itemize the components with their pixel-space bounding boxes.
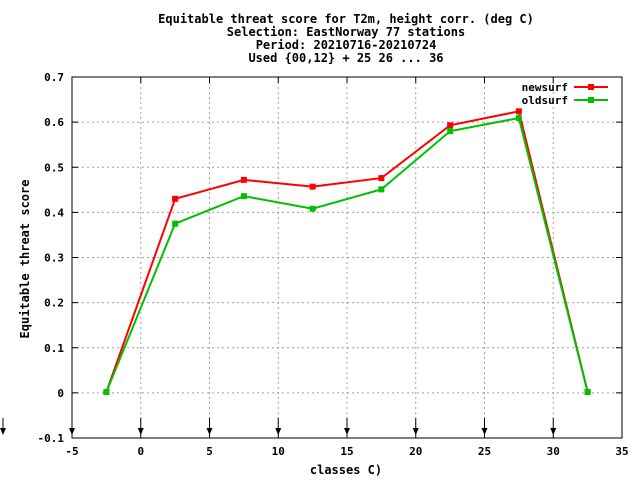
- x-axis-label: classes C): [310, 463, 382, 477]
- title-line-4: Used {00,12} + 25 26 ... 36: [248, 51, 443, 65]
- y-tick-label: 0.5: [44, 161, 64, 174]
- series-point-oldsurf: [515, 115, 522, 122]
- axes: -5 0 5 10 15 20 25 30 35 -0.1 0 0.1 0.2 0.3 0.4 0.5 0.6 0…: [38, 71, 629, 458]
- series-point-oldsurf: [103, 388, 110, 395]
- threshold-arrow-head: [69, 428, 75, 435]
- series-point-newsurf: [447, 122, 454, 129]
- series-point-oldsurf: [447, 128, 454, 135]
- y-tick-label: 0.3: [44, 252, 64, 265]
- x-tick-label: 15: [340, 445, 353, 458]
- legend-marker-newsurf: [588, 84, 594, 90]
- x-tick-label: 0: [137, 445, 144, 458]
- x-tick-label: 35: [615, 445, 628, 458]
- x-tick-label: 5: [206, 445, 213, 458]
- threshold-arrow-head: [206, 428, 213, 435]
- legend-label-newsurf: newsurf: [522, 81, 568, 94]
- series-point-oldsurf: [584, 388, 591, 395]
- series-point-newsurf: [309, 183, 316, 190]
- legend-marker-oldsurf: [588, 97, 594, 103]
- y-tick-label: 0: [57, 387, 64, 400]
- series-line-newsurf: [105, 110, 589, 393]
- series-point-oldsurf: [172, 220, 179, 227]
- series-line-oldsurf: [105, 116, 589, 393]
- series-point-oldsurf: [240, 193, 247, 200]
- y-tick-label: 0.4: [44, 206, 64, 219]
- y-tick-label: 0.6: [44, 116, 64, 129]
- x-tick-label: 25: [478, 445, 491, 458]
- y-axis-label: Equitable threat score: [18, 180, 32, 339]
- y-tick-label: 0.1: [44, 342, 64, 355]
- series-point-newsurf: [172, 195, 179, 202]
- y-tick-label: -0.1: [38, 432, 65, 445]
- x-tick-label: -5: [65, 445, 78, 458]
- threshold-arrow-head: [275, 428, 282, 435]
- series: [103, 108, 591, 395]
- legend-label-oldsurf: oldsurf: [522, 94, 568, 107]
- chart-title: Equitable threat score for T2m, height c…: [158, 12, 534, 65]
- title-line-3: Period: 20210716-20210724: [256, 38, 437, 52]
- threshold-arrow-head: [344, 428, 350, 435]
- threshold-arrow-head: [481, 428, 488, 435]
- x-tick-label: 10: [272, 445, 285, 458]
- grid: [72, 77, 622, 438]
- threshold-arrow-head: [137, 428, 144, 435]
- threshold-arrow-head: [0, 428, 6, 435]
- y-tick-label: 0.7: [44, 71, 64, 84]
- series-point-oldsurf: [309, 205, 316, 212]
- threshold-arrow-head: [550, 428, 557, 435]
- x-tick-label: 20: [409, 445, 422, 458]
- x-tick-label: 30: [547, 445, 560, 458]
- title-line-2: Selection: EastNorway 77 stations: [227, 25, 465, 39]
- y-tick-label: 0.2: [44, 297, 64, 310]
- series-point-oldsurf: [378, 186, 385, 193]
- threshold-markers: [0, 418, 557, 435]
- series-point-newsurf: [240, 176, 247, 183]
- series-point-newsurf: [515, 108, 522, 115]
- title-line-1: Equitable threat score for T2m, height c…: [158, 12, 534, 26]
- series-point-newsurf: [378, 175, 385, 182]
- threshold-arrow-head: [412, 428, 419, 435]
